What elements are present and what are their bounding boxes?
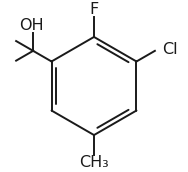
Text: CH₃: CH₃ bbox=[79, 154, 109, 170]
Text: Cl: Cl bbox=[162, 42, 178, 57]
Text: OH: OH bbox=[19, 19, 44, 34]
Text: F: F bbox=[89, 2, 99, 18]
